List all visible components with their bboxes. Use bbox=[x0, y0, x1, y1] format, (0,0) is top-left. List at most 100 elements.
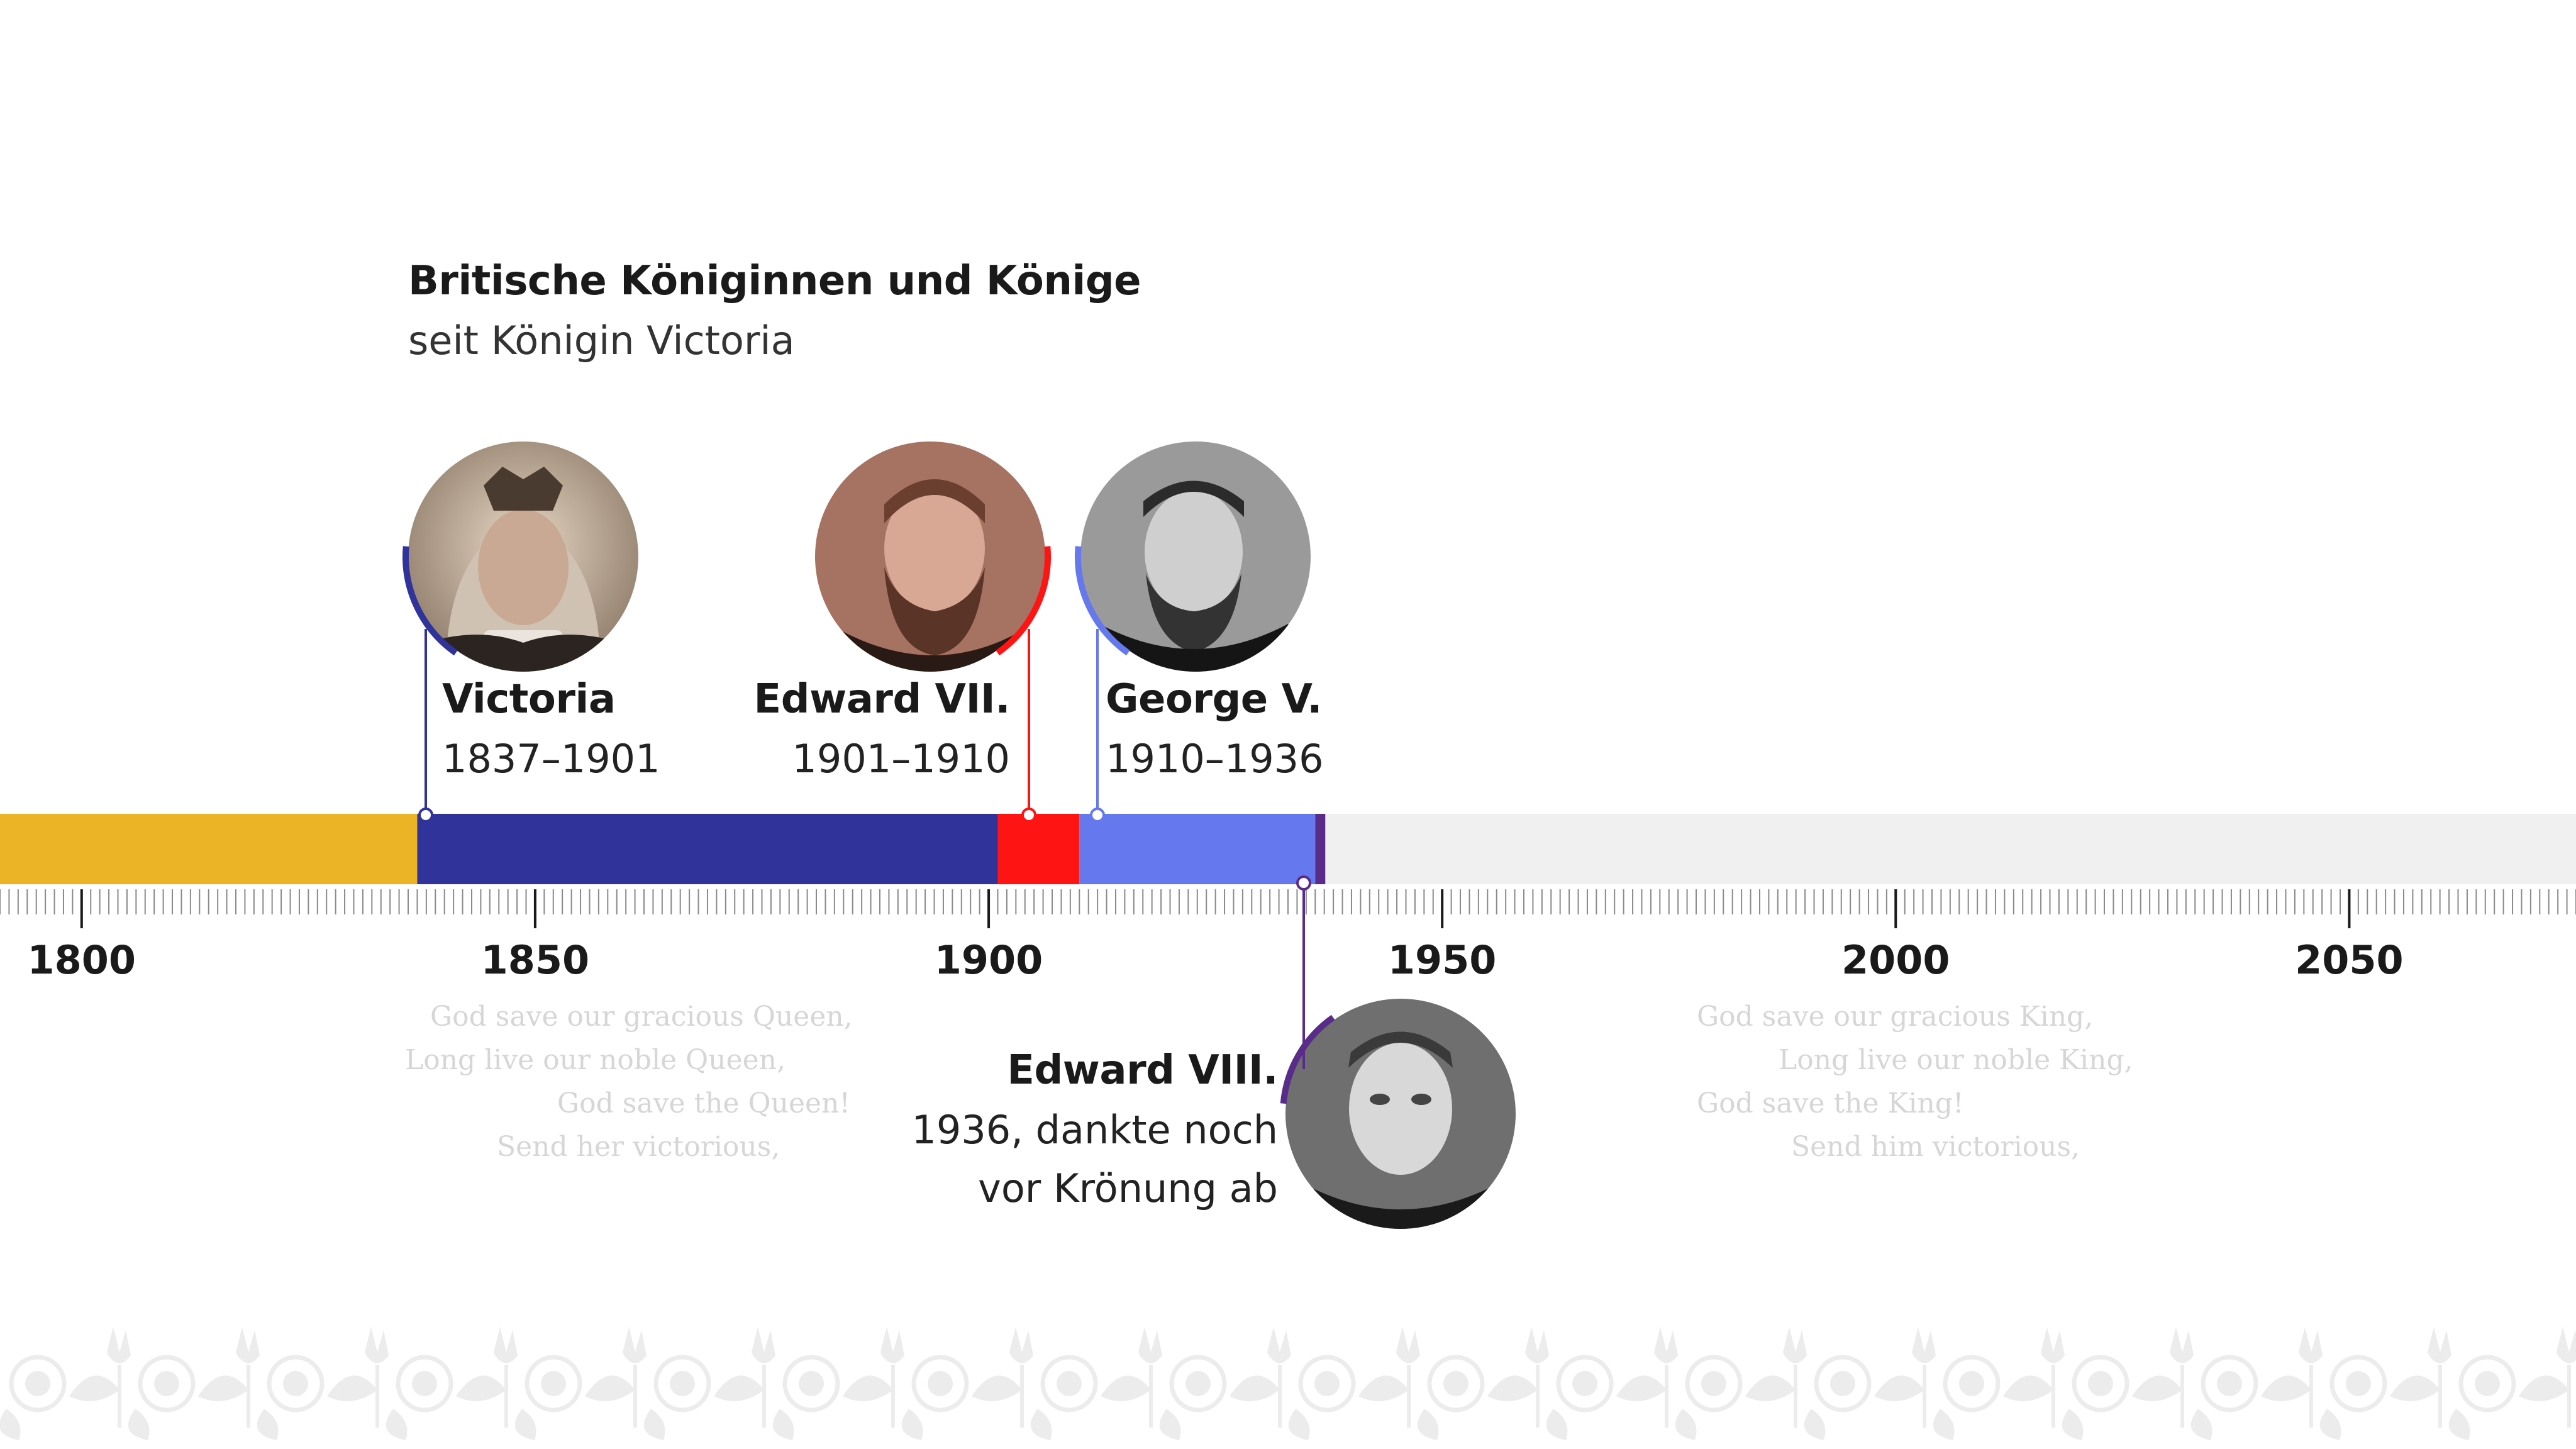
ornament-leaf bbox=[327, 1375, 377, 1401]
ornament-rose bbox=[525, 1355, 582, 1413]
ornament-thistle bbox=[1654, 1327, 1678, 1363]
ornament-leaf bbox=[1230, 1375, 1280, 1401]
leader-dot bbox=[1021, 808, 1036, 823]
ornament-motif bbox=[128, 1327, 260, 1440]
floral-ornament-icon bbox=[0, 1327, 2576, 1440]
anthem-queen: God save our gracious Queen, Long live o… bbox=[402, 995, 853, 1169]
ornament-leaf bbox=[2190, 1409, 2212, 1440]
anthem-line: God save our gracious King, bbox=[1697, 1001, 2094, 1033]
ornament-leaf bbox=[1675, 1409, 1697, 1440]
ornament-thistle bbox=[623, 1327, 647, 1363]
ornament-rose bbox=[1943, 1355, 2001, 1413]
ornament-rose-center bbox=[25, 1371, 50, 1396]
ornament-leaf bbox=[198, 1375, 248, 1401]
ornament-rose-center bbox=[928, 1371, 953, 1396]
ornament-thistle bbox=[365, 1327, 389, 1363]
ornament-leaf bbox=[1358, 1375, 1409, 1401]
ornament-leaf bbox=[128, 1409, 150, 1440]
ornament-motif bbox=[1030, 1327, 1162, 1440]
monarch-years-edward8-line1: 1936, dankte noch bbox=[911, 1107, 1278, 1153]
axis-year-label: 2000 bbox=[1841, 937, 1950, 983]
monarch-years-george5: 1910–1936 bbox=[1106, 736, 1324, 782]
ornament-rose bbox=[1427, 1355, 1485, 1413]
ornament-thistle bbox=[1396, 1327, 1420, 1363]
ornament-thistle bbox=[2557, 1327, 2576, 1363]
ornament-thistle bbox=[2428, 1327, 2451, 1363]
ornament-leaf bbox=[1546, 1409, 1568, 1440]
axis-year-label: 1800 bbox=[27, 937, 136, 983]
ornament-leaf bbox=[714, 1375, 764, 1401]
ornament-rose-center bbox=[2217, 1371, 2242, 1396]
ornament-rose-center bbox=[1959, 1371, 1984, 1396]
monarch-years-victoria: 1837–1901 bbox=[442, 736, 660, 782]
axis-year-label: 1950 bbox=[1387, 937, 1497, 983]
ornament-rose bbox=[1169, 1355, 1227, 1413]
ornament-leaf bbox=[772, 1409, 794, 1440]
monarch-name-victoria: Victoria bbox=[442, 676, 616, 723]
ornament-leaf bbox=[585, 1375, 635, 1401]
portrait-accent-arc bbox=[1280, 1014, 1335, 1104]
timeline-reign-bar bbox=[1315, 814, 1326, 884]
ornament-leaf bbox=[1804, 1409, 1826, 1440]
ornament-rose-center bbox=[2346, 1371, 2371, 1396]
ornament-rose bbox=[1814, 1355, 1872, 1413]
ornament-thistle bbox=[1009, 1327, 1033, 1363]
ornament-motif bbox=[643, 1327, 775, 1440]
ornament-rose-center bbox=[154, 1371, 179, 1396]
ornament-leaf bbox=[514, 1409, 536, 1440]
ornament-leaf bbox=[972, 1375, 1022, 1401]
ornament-thistle bbox=[1912, 1327, 1936, 1363]
ornament-leaf bbox=[2132, 1375, 2182, 1401]
axis-year-label: 1900 bbox=[934, 937, 1043, 983]
ornament-motif bbox=[2062, 1327, 2194, 1440]
ornament-rose-center bbox=[1701, 1371, 1726, 1396]
ornament-motif bbox=[1675, 1327, 1807, 1440]
monarch-name-edward8: Edward VIII. bbox=[1007, 1047, 1278, 1094]
timeline-reign-bar bbox=[417, 814, 998, 884]
axis-year-label: 1850 bbox=[480, 937, 590, 983]
anthem-line: Long live our noble King, bbox=[1779, 1044, 2133, 1076]
ornament-leaf bbox=[1745, 1375, 1796, 1401]
ornament-thistle bbox=[2170, 1327, 2194, 1363]
ornament-thistle bbox=[2299, 1327, 2323, 1363]
ornament-leaf bbox=[2319, 1409, 2341, 1440]
ornament-leaf bbox=[901, 1409, 923, 1440]
ornament-motif bbox=[1933, 1327, 2065, 1440]
ornament-leaf bbox=[2519, 1375, 2569, 1401]
anthem-line: God save our gracious Queen, bbox=[430, 1001, 853, 1033]
ornament-leaf bbox=[386, 1409, 408, 1440]
ornament-leaf bbox=[643, 1409, 665, 1440]
ornament-leaf bbox=[456, 1375, 506, 1401]
portrait-accent-arc bbox=[996, 546, 1051, 656]
ornament-rose-center bbox=[541, 1371, 566, 1396]
ornament-leaf bbox=[0, 1409, 21, 1440]
leader-dot bbox=[418, 808, 433, 823]
ornament-rose-center bbox=[1057, 1371, 1082, 1396]
ornament-rose-center bbox=[670, 1371, 695, 1396]
timeline-reign-bar bbox=[1079, 814, 1316, 884]
ornament-rose bbox=[911, 1355, 969, 1413]
ornament-leaf bbox=[2003, 1375, 2053, 1401]
ornament-leaf bbox=[1288, 1409, 1310, 1440]
ornament-motif bbox=[1804, 1327, 1936, 1440]
ornament-rose bbox=[267, 1355, 325, 1413]
ornament-motif bbox=[1546, 1327, 1678, 1440]
portrait-george5-icon bbox=[1080, 441, 1311, 672]
ornament-rose bbox=[2329, 1355, 2387, 1413]
ornament-rose bbox=[1298, 1355, 1356, 1413]
ornament-rose-center bbox=[412, 1371, 437, 1396]
ornament-leaf bbox=[1101, 1375, 1151, 1401]
monarch-name-edward7: Edward VII. bbox=[753, 676, 1011, 723]
ornament-leaf bbox=[1487, 1375, 1538, 1401]
ornament-motif bbox=[901, 1327, 1033, 1440]
leader-dot bbox=[1090, 808, 1105, 823]
monarch-years-edward7: 1901–1910 bbox=[792, 736, 1010, 782]
monarch-years-edward8-line2: vor Krönung ab bbox=[978, 1165, 1278, 1211]
ornament-motif bbox=[772, 1327, 904, 1440]
ornament-leaf bbox=[1159, 1409, 1181, 1440]
anthem-line: Long live our noble Queen, bbox=[405, 1044, 786, 1076]
ornament-leaf bbox=[69, 1375, 119, 1401]
ornament-rose-center bbox=[1830, 1371, 1855, 1396]
ornament-leaf bbox=[1933, 1409, 1955, 1440]
portrait-accent-arc bbox=[402, 546, 458, 656]
